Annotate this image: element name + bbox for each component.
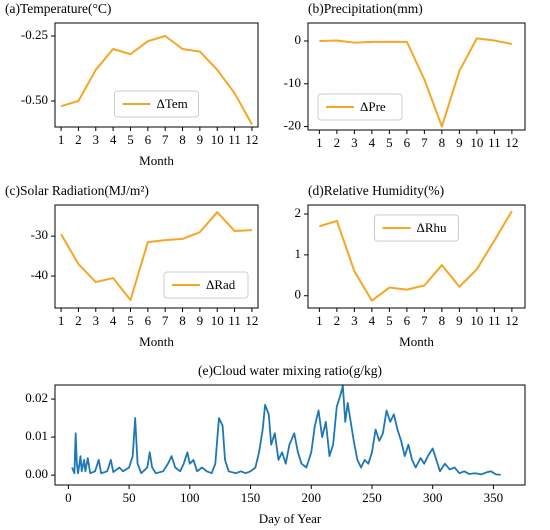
x-tick-label: 10 (211, 132, 224, 147)
y-tick-label: 0.02 (25, 390, 48, 405)
legend-label: ΔRhu (417, 220, 448, 235)
x-tick-label: 8 (439, 313, 446, 328)
legend-box (163, 271, 249, 299)
x-tick-label: 6 (145, 132, 152, 147)
y-tick-label: -40 (31, 267, 48, 282)
y-tick-label: 1 (295, 246, 302, 261)
x-tick-label: 2 (334, 313, 341, 328)
x-tick-label: 50 (123, 490, 136, 505)
x-tick-label: 10 (211, 313, 224, 328)
data-line (319, 210, 513, 302)
y-tick-label: -30 (31, 227, 48, 242)
x-tick-label: 12 (245, 132, 258, 147)
x-tick-label: 8 (439, 135, 446, 150)
x-tick-label: 7 (162, 132, 169, 147)
x-axis-label: Day of Year (259, 511, 322, 526)
y-tick-label: 2 (295, 205, 302, 220)
x-tick-label: 3 (351, 135, 358, 150)
x-tick-label: 5 (127, 132, 134, 147)
x-tick-label: 1 (316, 135, 323, 150)
x-tick-label: 9 (197, 313, 204, 328)
x-tick-label: 11 (228, 132, 241, 147)
x-tick-label: 9 (197, 132, 204, 147)
x-tick-label: 6 (145, 313, 152, 328)
y-tick-label: 0.01 (25, 428, 48, 443)
x-tick-label: 11 (488, 135, 501, 150)
x-tick-label: 7 (162, 313, 169, 328)
x-tick-label: 9 (456, 313, 463, 328)
chart-title: (b)Precipitation(mm) (308, 1, 423, 16)
legend-box (317, 93, 403, 121)
x-tick-label: 2 (75, 313, 82, 328)
chart-title: (e)Cloud water mixing ratio(g/kg) (198, 363, 382, 378)
x-tick-label: 4 (110, 313, 117, 328)
x-tick-label: 2 (75, 132, 82, 147)
x-tick-label: 5 (127, 313, 134, 328)
x-tick-label: 12 (245, 313, 258, 328)
chart-title: (c)Solar Radiation(MJ/m²) (5, 183, 149, 198)
x-tick-label: 0 (65, 490, 72, 505)
x-tick-label: 1 (58, 313, 65, 328)
chart-title: (d)Relative Humidity(%) (308, 183, 444, 198)
y-tick-label: -0.25 (21, 27, 48, 42)
data-line (60, 35, 253, 125)
x-tick-label: 350 (484, 490, 504, 505)
x-tick-label: 1 (58, 132, 65, 147)
x-tick-label: 8 (179, 313, 186, 328)
x-tick-label: 12 (505, 135, 518, 150)
x-tick-label: 6 (404, 313, 411, 328)
legend-label: ΔRad (206, 277, 236, 292)
x-tick-label: 100 (180, 490, 200, 505)
x-tick-label: 6 (404, 135, 411, 150)
plot-frame (54, 384, 526, 486)
legend-label: ΔTem (157, 96, 188, 111)
legend-box (114, 90, 199, 118)
legend-label: ΔPre (360, 99, 386, 114)
chart-title: (a)Temperature(°C) (5, 1, 111, 16)
data-line (60, 211, 252, 302)
x-tick-label: 3 (93, 132, 100, 147)
x-tick-label: 12 (505, 313, 518, 328)
y-tick-label: -20 (284, 118, 301, 133)
x-tick-label: 1 (316, 313, 323, 328)
y-tick-label: 0.00 (25, 466, 48, 481)
x-tick-label: 11 (228, 313, 241, 328)
x-tick-label: 7 (421, 135, 428, 150)
y-tick-label: -0.50 (21, 92, 48, 107)
data-line (319, 37, 513, 128)
x-tick-label: 5 (386, 313, 393, 328)
x-axis-label: Month (399, 334, 434, 349)
x-tick-label: 9 (456, 135, 463, 150)
x-tick-label: 10 (470, 135, 483, 150)
x-tick-label: 250 (362, 490, 382, 505)
y-tick-label: -10 (284, 75, 301, 90)
plot-frame (54, 22, 259, 128)
x-tick-label: 11 (488, 313, 501, 328)
plot-frame (54, 204, 259, 309)
plot-frame (307, 204, 526, 309)
plot-frame (307, 22, 526, 131)
x-tick-label: 4 (369, 135, 376, 150)
x-tick-label: 2 (334, 135, 341, 150)
legend-box (374, 214, 459, 242)
x-tick-label: 5 (386, 135, 393, 150)
x-axis-label: Month (139, 334, 174, 349)
data-line (71, 384, 501, 476)
x-tick-label: 150 (241, 490, 261, 505)
y-tick-label: 0 (295, 287, 302, 302)
x-tick-label: 7 (421, 313, 428, 328)
x-tick-label: 3 (351, 313, 358, 328)
x-tick-label: 4 (110, 132, 117, 147)
x-tick-label: 8 (179, 132, 186, 147)
x-axis-label: Month (139, 153, 174, 168)
y-tick-label: 0 (295, 32, 302, 47)
x-tick-label: 3 (93, 313, 100, 328)
x-tick-label: 10 (470, 313, 483, 328)
x-tick-label: 300 (423, 490, 443, 505)
x-tick-label: 200 (302, 490, 322, 505)
x-tick-label: 4 (369, 313, 376, 328)
